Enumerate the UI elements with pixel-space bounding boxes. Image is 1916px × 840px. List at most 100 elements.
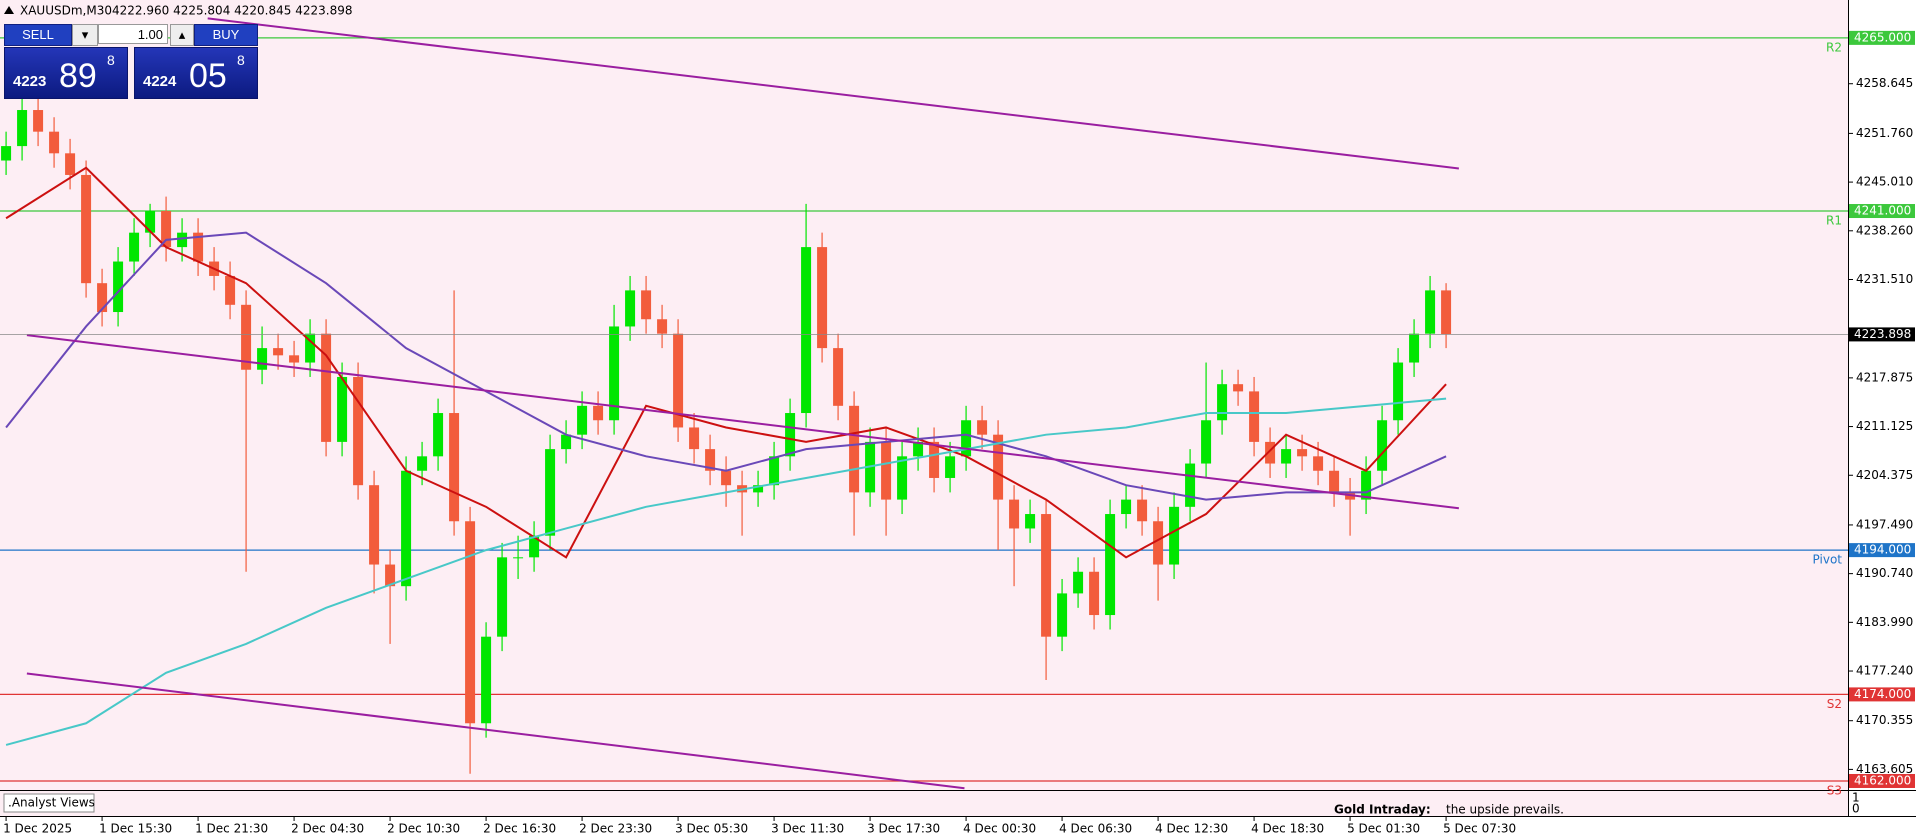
candle-body bbox=[1153, 521, 1164, 565]
level-name: S3 bbox=[1827, 783, 1842, 797]
candle-body bbox=[1281, 449, 1292, 464]
x-tick-label: 2 Dec 04:30 bbox=[291, 822, 364, 836]
y-tick-label: 4197.490 bbox=[1856, 517, 1913, 531]
price-big: 4223 bbox=[13, 73, 47, 90]
candle-body bbox=[433, 413, 444, 457]
collapse-icon[interactable] bbox=[4, 6, 14, 14]
candle-body bbox=[1377, 420, 1388, 471]
candle-body bbox=[145, 211, 156, 233]
price-point: 8 bbox=[237, 52, 245, 68]
candle-body bbox=[689, 427, 700, 450]
candle-body bbox=[1169, 506, 1180, 565]
buy-price[interactable]: 4224 05 8 bbox=[134, 47, 258, 99]
y-tick-label: 4183.990 bbox=[1856, 615, 1913, 629]
candle-body bbox=[1073, 571, 1084, 594]
candle-body bbox=[1105, 514, 1116, 616]
level-name: Pivot bbox=[1813, 553, 1843, 567]
price-pips: 89 bbox=[59, 57, 97, 95]
candle-body bbox=[545, 449, 556, 536]
plot-background bbox=[0, 0, 1848, 790]
candle-body bbox=[785, 413, 796, 457]
sell-button[interactable]: SELL bbox=[4, 24, 72, 46]
x-tick-label: 1 Dec 15:30 bbox=[99, 822, 172, 836]
lot-down[interactable]: ▾ bbox=[72, 24, 98, 46]
indicator-tag: .Analyst Views bbox=[8, 796, 95, 810]
candle-body bbox=[113, 261, 124, 313]
price-point: 8 bbox=[107, 52, 115, 68]
candle-body bbox=[609, 326, 620, 421]
candle-body bbox=[849, 405, 860, 493]
x-tick-label: 5 Dec 07:30 bbox=[1443, 822, 1516, 836]
candle-body bbox=[257, 348, 268, 370]
candle-body bbox=[289, 355, 300, 363]
candle-body bbox=[513, 557, 524, 559]
y-tick-label: 4170.355 bbox=[1856, 713, 1913, 727]
x-tick-label: 4 Dec 00:30 bbox=[963, 822, 1036, 836]
indicator-tag-box bbox=[3, 793, 95, 813]
last-price: 4223.898 bbox=[1854, 327, 1911, 341]
candle-body bbox=[1121, 499, 1132, 515]
candle-body bbox=[561, 434, 572, 450]
trade-panel: SELL ▾ 1.00 ▴ BUY 4223 89 8 4224 05 8 bbox=[4, 24, 258, 99]
x-tick-label: 4 Dec 06:30 bbox=[1059, 822, 1132, 836]
y-tick-label: 4190.740 bbox=[1856, 566, 1913, 580]
candle-body bbox=[193, 232, 204, 262]
candle-body bbox=[577, 405, 588, 435]
candle-body bbox=[353, 376, 364, 486]
candle-body bbox=[305, 333, 316, 363]
y-tick-label: 4163.605 bbox=[1856, 762, 1913, 776]
candle-body bbox=[1313, 456, 1324, 471]
candle-body bbox=[481, 636, 492, 724]
moving-average bbox=[5, 397, 1447, 746]
candle-body bbox=[801, 247, 812, 414]
x-tick-label: 4 Dec 12:30 bbox=[1155, 822, 1228, 836]
candle-body bbox=[241, 304, 252, 370]
candle-body bbox=[65, 153, 76, 175]
x-tick-label: 2 Dec 16:30 bbox=[483, 822, 556, 836]
y-tick-label: 4177.240 bbox=[1856, 664, 1913, 678]
last-price-box bbox=[1849, 327, 1915, 342]
candle-body bbox=[1089, 571, 1100, 616]
candle-body bbox=[465, 521, 476, 724]
candle-body bbox=[369, 485, 380, 565]
candle-body bbox=[97, 283, 108, 313]
price-pips: 05 bbox=[189, 57, 227, 95]
candle-body bbox=[657, 319, 668, 334]
candle-body bbox=[385, 564, 396, 587]
candle-body bbox=[1201, 420, 1212, 464]
level-name: R1 bbox=[1826, 214, 1842, 228]
candle-body bbox=[721, 470, 732, 486]
candle-body bbox=[177, 232, 188, 248]
y-tick-label: 4251.760 bbox=[1856, 126, 1913, 140]
buy-button[interactable]: BUY bbox=[194, 24, 258, 46]
headline: Gold Intraday: bbox=[1334, 803, 1431, 817]
level-box bbox=[1849, 543, 1915, 558]
lot-input[interactable]: 1.00 bbox=[98, 24, 168, 44]
candle-body bbox=[497, 557, 508, 637]
candle-body bbox=[1249, 391, 1260, 442]
level-box bbox=[1849, 687, 1915, 702]
candle-body bbox=[1425, 290, 1436, 334]
y-tick-label: 4211.125 bbox=[1856, 419, 1913, 433]
candle-body bbox=[81, 174, 92, 284]
candle-body bbox=[417, 456, 428, 471]
price-big: 4224 bbox=[143, 73, 177, 90]
x-tick-label: 1 Dec 21:30 bbox=[195, 822, 268, 836]
indicator-background bbox=[0, 791, 1848, 816]
lot-up[interactable]: ▴ bbox=[170, 24, 194, 46]
candle-body bbox=[641, 290, 652, 320]
candle-body bbox=[625, 290, 636, 327]
symbol: XAUUSDm,M30 bbox=[20, 4, 112, 18]
candle-body bbox=[897, 456, 908, 500]
candle-body bbox=[913, 441, 924, 457]
x-tick-label: 5 Dec 01:30 bbox=[1347, 822, 1420, 836]
sell-price[interactable]: 4223 89 8 bbox=[4, 47, 128, 99]
trend-line bbox=[26, 334, 1460, 510]
candle-body bbox=[769, 456, 780, 486]
candle-body bbox=[705, 449, 716, 471]
candle-body bbox=[129, 232, 140, 262]
candle-body bbox=[337, 376, 348, 442]
headline-text: the upside prevails. bbox=[1446, 803, 1564, 817]
candle-body bbox=[673, 333, 684, 428]
